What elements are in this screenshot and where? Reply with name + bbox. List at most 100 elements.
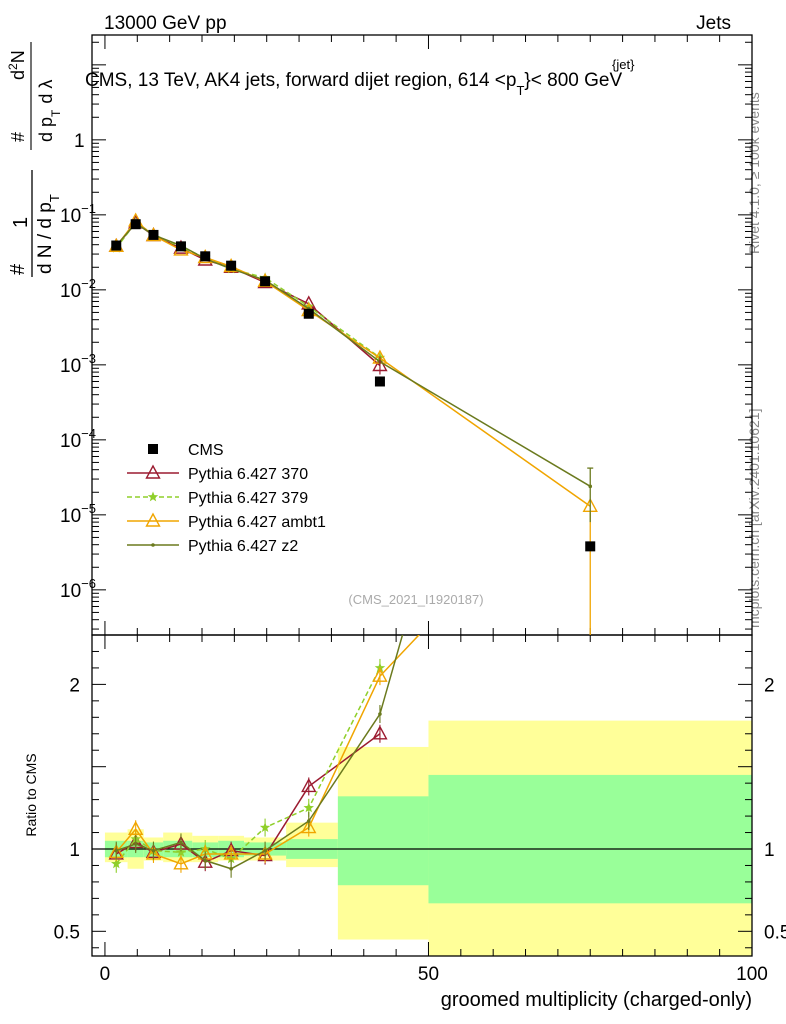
legend-label: Pythia 6.427 ambt1 [188, 514, 326, 531]
ratio-point [378, 712, 382, 716]
x-tick-label: 100 [736, 964, 768, 985]
ratio-point [114, 848, 119, 853]
plot-title-pt-sub: T [516, 83, 524, 98]
series-line [115, 221, 381, 367]
ratio-point [301, 819, 317, 834]
plot-title-pt-sup: {jet} [612, 57, 635, 72]
main-panel-series [108, 212, 598, 635]
main-y-tick-label: 10−6 [60, 576, 96, 602]
ylabel-inner-lambda: d λ [36, 80, 56, 104]
main-y-tick-label: 10−2 [60, 276, 96, 302]
x-tick-label: 50 [418, 964, 439, 985]
main-y-tick-label-base: 1 [74, 131, 85, 152]
ylabel-one: 1 [10, 217, 32, 228]
plot-title-suffix: }< 800 GeV [524, 70, 622, 91]
ratio-point [173, 855, 189, 870]
mcplots-text: mcplots.cern.ch [arXiv:2401.10621] [746, 409, 762, 628]
ratio-point [303, 802, 314, 813]
ratio-line [116, 635, 404, 870]
ratio-y-tick-label: 2 [69, 675, 80, 696]
ylabel-denominator-sub: T [47, 194, 62, 202]
series-cms-data [111, 219, 596, 552]
ratio-uncertainty-bands [104, 720, 752, 956]
ratio-frame [91, 634, 753, 957]
plot-title-prefix: CMS, 13 TeV, AK4 jets, forward dijet reg… [85, 70, 516, 91]
ratio-point [133, 842, 138, 846]
ratio-point [372, 667, 388, 682]
ratio-y-tick-label: 1 [69, 840, 80, 861]
rivet-version-text: Rivet 4.1.0, ≥ 100k events [746, 92, 762, 254]
main-y-tick-label: 10−3 [60, 351, 96, 377]
ratio-point [259, 822, 271, 832]
main-ylabel: # 1 d N / d pT # d2N d pTd λ [6, 42, 63, 277]
band-inner-bin [337, 796, 429, 886]
svg-text:d2N: d2N [6, 50, 28, 80]
series-line [115, 219, 591, 507]
main-y-tick-label-base: 10 [60, 581, 81, 602]
data-point [585, 541, 596, 552]
legend: CMS Pythia 6.427 370 Pythia 6.427 379 Pythi… [127, 442, 326, 555]
legend-marker [147, 491, 159, 502]
legend-label: CMS [188, 442, 224, 459]
svg-text:d pTd λ: d pTd λ [36, 80, 63, 142]
main-y-tick-label-exp: −4 [81, 426, 96, 441]
ratio-point [179, 840, 183, 845]
data-point [260, 276, 271, 287]
main-y-tick-label-base: 10 [60, 206, 81, 227]
ratio-point [128, 820, 144, 835]
data-point [200, 251, 211, 262]
series-line [115, 222, 591, 487]
ylabel-inner-sup: 2 [6, 63, 20, 70]
data-point [303, 308, 314, 319]
ratio-point [151, 848, 156, 853]
ylabel-inner-denominator-sub: T [49, 109, 63, 117]
ratio-series-clipped [108, 635, 420, 878]
ratio-pythia-6-427-z2 [114, 635, 404, 878]
ratio-y-tick-label-right: 2 [764, 675, 775, 696]
main-y-tick-label: 1 [74, 131, 85, 152]
legend-item: CMS [148, 442, 224, 459]
ratio-point [111, 858, 122, 869]
main-y-tick-label-exp: −2 [81, 276, 96, 291]
series-pythia-6-427-z2 [114, 221, 593, 489]
data-point [374, 376, 385, 387]
ratio-ylabel: Ratio to CMS [23, 753, 39, 836]
main-y-tick-label: 10−1 [60, 201, 96, 227]
category-label: Jets [696, 13, 731, 34]
ratio-panel-series [108, 635, 420, 878]
data-point [111, 240, 122, 251]
ylabel-inner-n: N [8, 50, 28, 63]
legend-marker [145, 512, 161, 527]
series-pythia-6-427-ambt1 [108, 212, 598, 512]
ratio-point [223, 845, 239, 860]
plot-title: CMS, 13 TeV, AK4 jets, forward dijet reg… [85, 70, 622, 98]
band-inner-bin [428, 774, 752, 904]
ratio-line [115, 635, 420, 865]
ratio-panel-axes: 0 50 100 0.5 0.5 1 1 2 2 [54, 634, 786, 985]
legend-marker [145, 464, 161, 479]
ratio-y-tick-label: 0.5 [54, 922, 80, 943]
ratio-point [263, 848, 267, 853]
main-y-tick-label-base: 10 [60, 431, 81, 452]
legend-item: Pythia 6.427 379 [127, 490, 308, 507]
main-y-tick-label-base: 10 [60, 356, 81, 377]
data-point [175, 241, 186, 252]
energy-label: 13000 GeV pp [104, 13, 227, 34]
legend-item: Pythia 6.427 z2 [127, 538, 298, 555]
main-y-tick-label-base: 10 [60, 506, 81, 527]
ylabel-hash-1: # [7, 263, 29, 275]
ylabel-inner-d: d [8, 70, 28, 80]
data-point [148, 229, 159, 240]
main-y-tick-label-exp: −5 [81, 501, 96, 516]
analysis-tag: (CMS_2021_I1920187) [348, 592, 483, 607]
ratio-point [301, 777, 317, 793]
series-line [115, 221, 381, 359]
svg-text:d N / d pT: d N / d pT [35, 194, 62, 274]
main-y-tick-label: 10−4 [60, 426, 96, 452]
ratio-point [229, 866, 233, 871]
ratio-y-tick-label-right: 1 [764, 840, 775, 861]
x-tick-label: 0 [100, 964, 111, 985]
data-point [130, 219, 141, 230]
ratio-point [175, 846, 187, 857]
main-y-tick-label-exp: −1 [81, 201, 96, 216]
